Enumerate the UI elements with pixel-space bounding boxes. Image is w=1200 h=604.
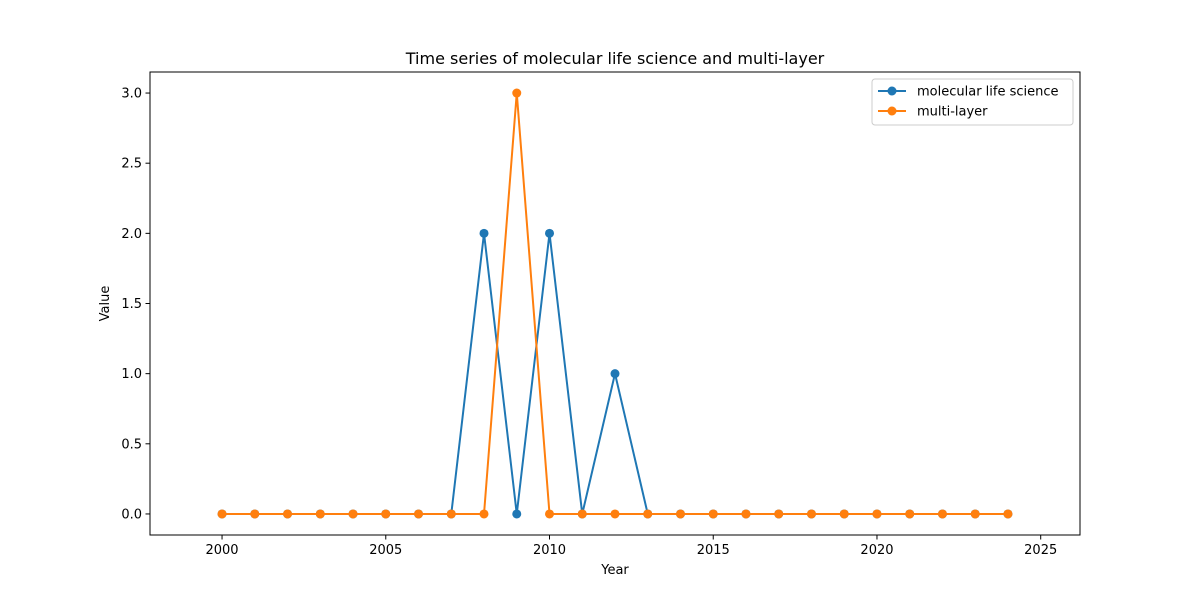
y-tick-label-1-5: 1.5 <box>121 297 142 312</box>
chart-title: Time series of molecular life science an… <box>405 49 825 68</box>
legend-marker-molecular-life-science <box>887 86 897 96</box>
data-point-multi-layer-2017 <box>774 509 784 519</box>
data-point-multi-layer-2016 <box>741 509 751 519</box>
data-point-molecular-life-science-2008 <box>479 228 489 238</box>
data-point-multi-layer-2005 <box>381 509 391 519</box>
legend-label-molecular-life-science: molecular life science <box>917 85 1059 100</box>
series-layer <box>217 88 1013 519</box>
y-tick-label-3: 3.0 <box>121 87 142 102</box>
legend-label-multi-layer: multi-layer <box>917 105 988 120</box>
x-tick-label-2000: 2000 <box>205 543 238 558</box>
data-point-multi-layer-2015 <box>708 509 718 519</box>
data-point-multi-layer-2023 <box>970 509 980 519</box>
plot-area <box>150 72 1080 535</box>
x-axis-label: Year <box>600 563 629 578</box>
data-point-multi-layer-2021 <box>905 509 915 519</box>
data-point-multi-layer-2014 <box>675 509 685 519</box>
data-point-multi-layer-2008 <box>479 509 489 519</box>
y-tick-label-2-5: 2.5 <box>121 157 142 172</box>
x-tick-label-2005: 2005 <box>369 543 402 558</box>
y-tick-label-0: 0.0 <box>121 507 142 522</box>
x-tick-label-2010: 2010 <box>533 543 566 558</box>
x-axis-ticks: 2000 2005 2010 2015 2020 2025 <box>205 535 1057 558</box>
x-tick-label-2020: 2020 <box>860 543 893 558</box>
y-axis-ticks: 0.0 0.5 1.0 1.5 2.0 2.5 3.0 <box>121 87 150 522</box>
y-tick-label-1: 1.0 <box>121 367 142 382</box>
data-point-multi-layer-2001 <box>250 509 260 519</box>
data-point-molecular-life-science-2012 <box>610 369 620 379</box>
data-point-multi-layer-2010 <box>545 509 555 519</box>
legend-frame <box>871 78 1074 126</box>
data-point-multi-layer-2004 <box>348 509 358 519</box>
data-point-multi-layer-2003 <box>315 509 325 519</box>
y-tick-label-2: 2.0 <box>121 227 142 242</box>
data-point-multi-layer-2022 <box>937 509 947 519</box>
data-point-multi-layer-2020 <box>872 509 882 519</box>
legend: molecular life science multi-layer <box>871 78 1074 126</box>
data-point-multi-layer-2013 <box>643 509 653 519</box>
y-axis-label: Value <box>98 286 113 322</box>
data-point-multi-layer-2006 <box>414 509 424 519</box>
data-point-multi-layer-2024 <box>1003 509 1013 519</box>
data-point-molecular-life-science-2009 <box>512 509 522 519</box>
y-tick-label-0-5: 0.5 <box>121 437 142 452</box>
data-point-multi-layer-2018 <box>806 509 816 519</box>
legend-marker-multi-layer <box>887 106 897 116</box>
x-tick-label-2015: 2015 <box>697 543 730 558</box>
data-point-multi-layer-2009 <box>512 88 522 98</box>
data-point-multi-layer-2007 <box>446 509 456 519</box>
data-point-multi-layer-2002 <box>283 509 293 519</box>
data-point-multi-layer-2019 <box>839 509 849 519</box>
data-point-molecular-life-science-2010 <box>545 228 555 238</box>
data-point-multi-layer-2012 <box>610 509 620 519</box>
data-point-multi-layer-2011 <box>577 509 587 519</box>
x-tick-label-2025: 2025 <box>1024 543 1057 558</box>
data-point-multi-layer-2000 <box>217 509 227 519</box>
